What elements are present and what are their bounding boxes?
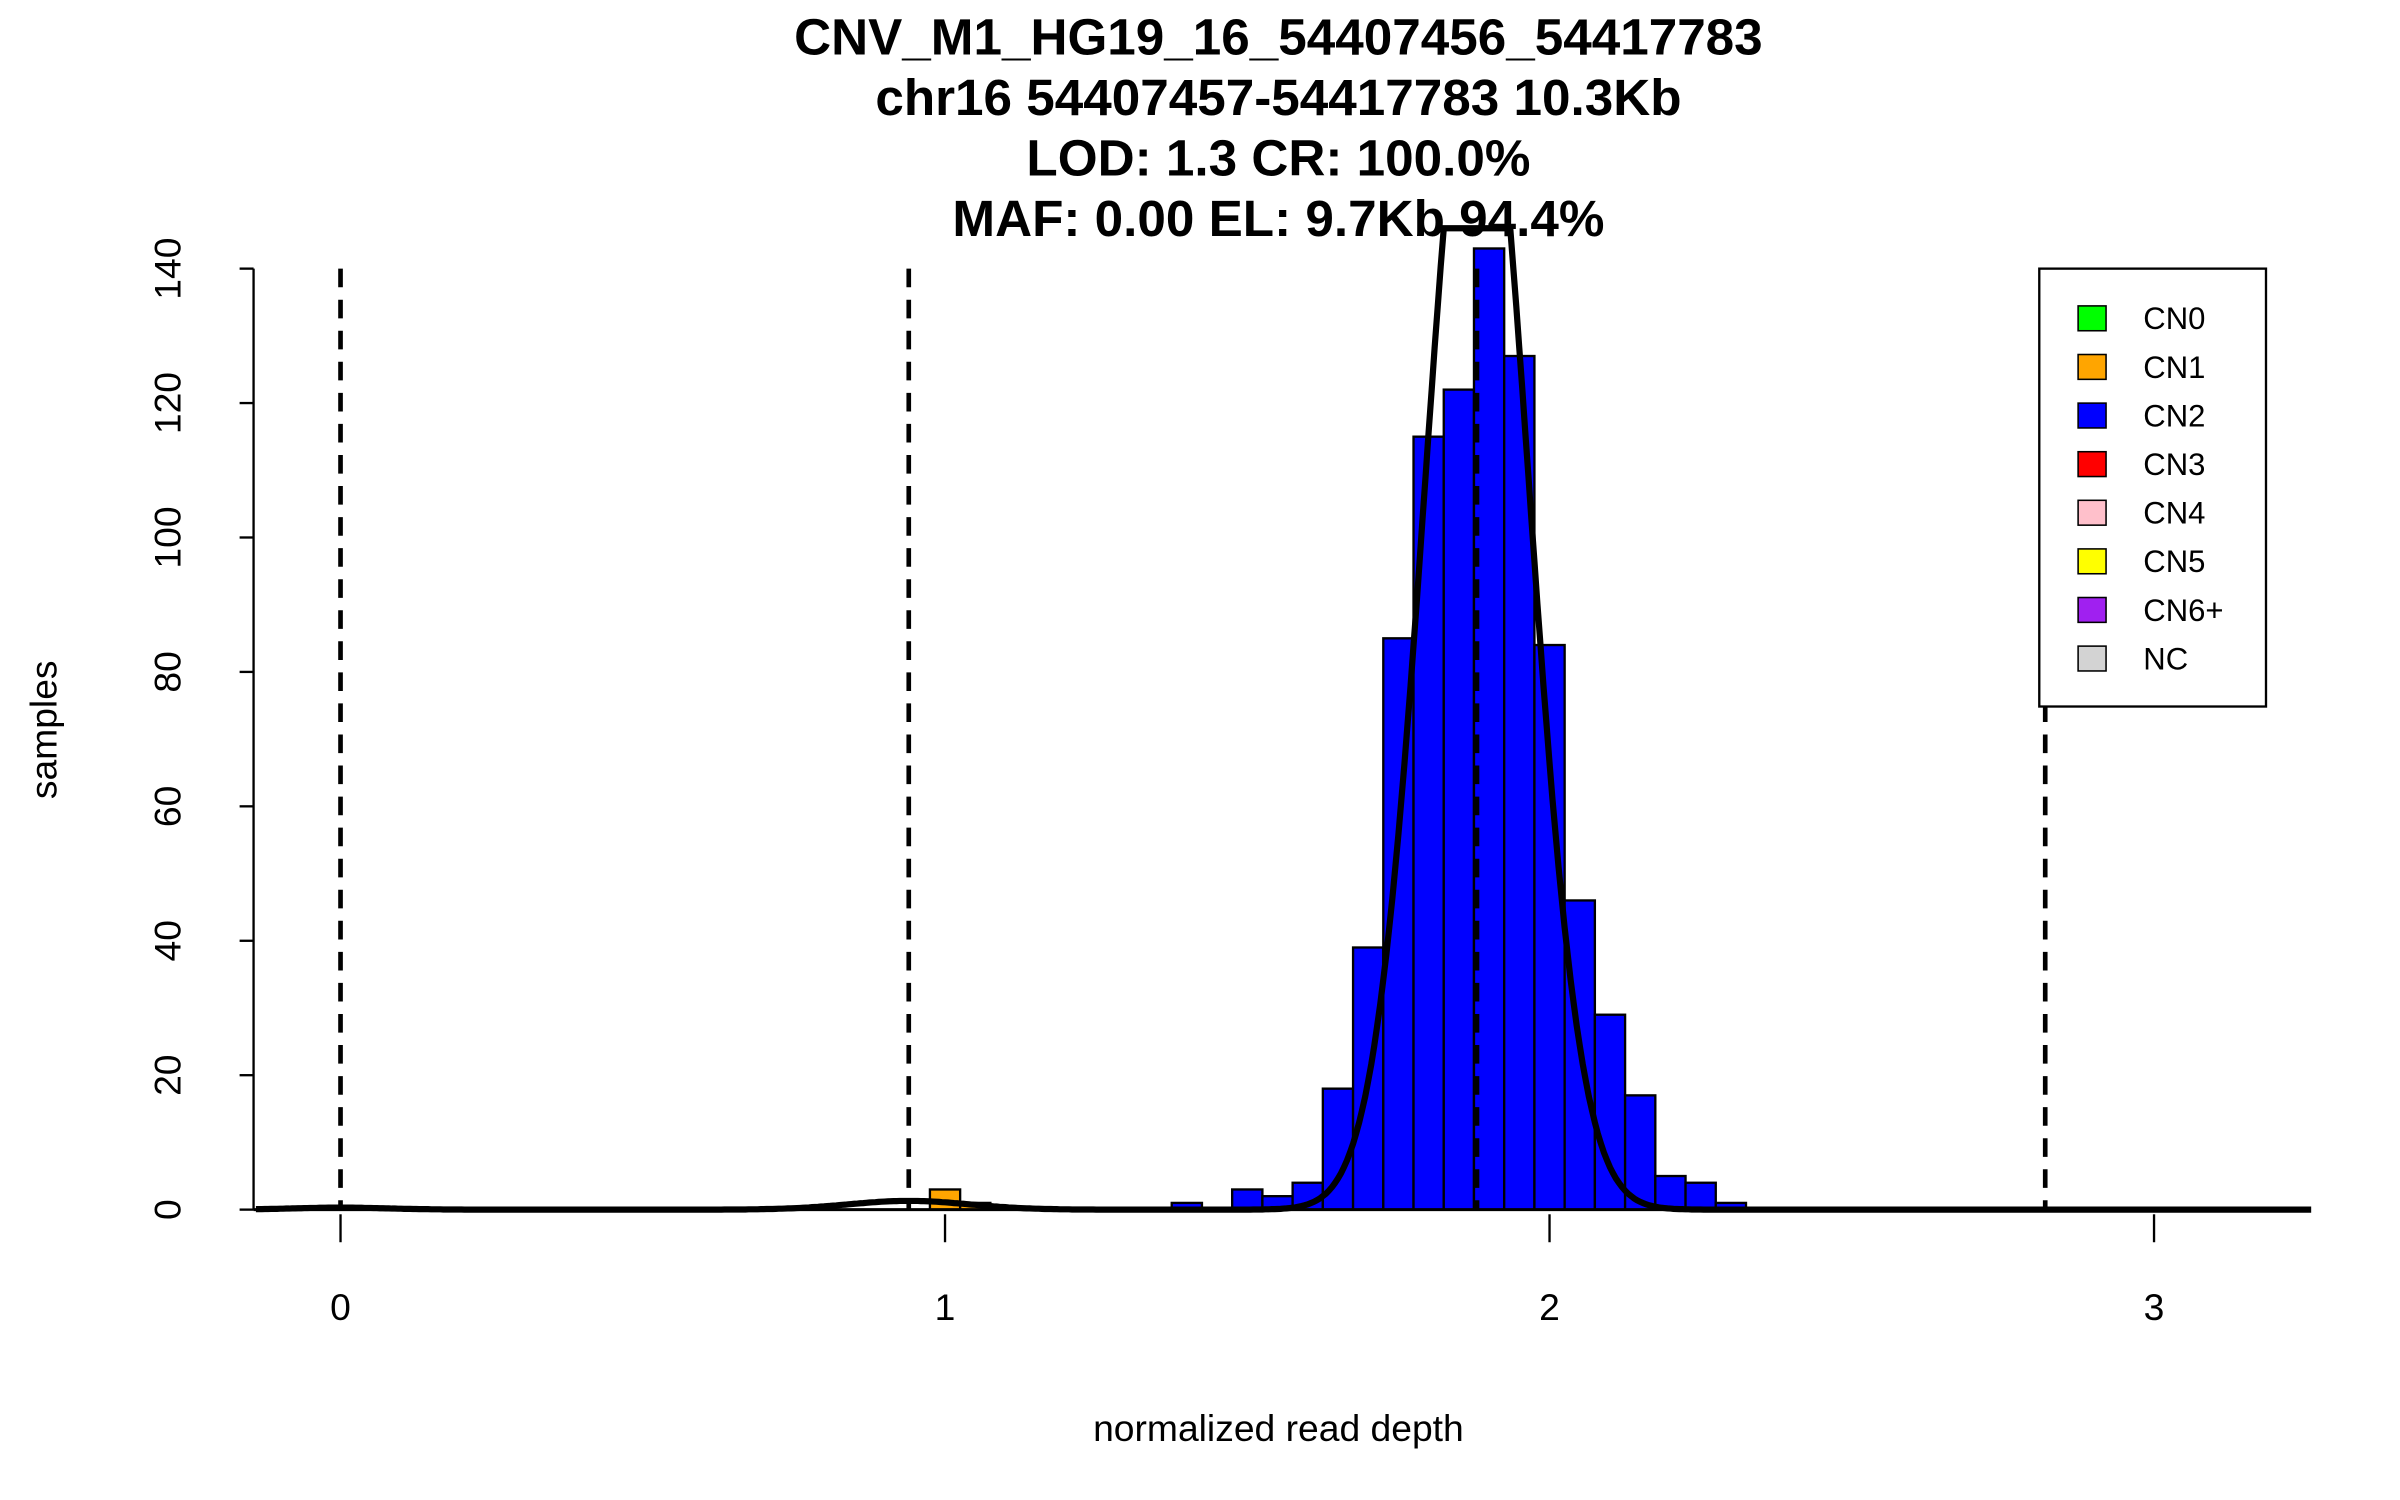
y-tick-label: 140 xyxy=(147,238,189,300)
title-line-2: chr16 54407457-54417783 10.3Kb xyxy=(875,69,1681,126)
bar-18 xyxy=(1684,1181,1717,1211)
legend-swatch-cn1 xyxy=(2077,353,2107,381)
x-tick-label: 3 xyxy=(2144,1286,2165,1328)
legend-box xyxy=(2038,267,2268,708)
chart-title: CNV_M1_HG19_16_54407456_54417783 chr16 5… xyxy=(794,8,1763,247)
legend-label: CN3 xyxy=(2143,447,2205,482)
y-tick-label: 0 xyxy=(147,1199,189,1220)
bar-10 xyxy=(1442,388,1476,1211)
legend-label: CN5 xyxy=(2143,544,2205,579)
y-tick-label: 100 xyxy=(147,506,189,568)
bar-11 xyxy=(1472,247,1506,1211)
legend-swatch-nc xyxy=(2077,645,2107,672)
fit-curve xyxy=(255,225,2312,1213)
x-axis-label: normalized read depth xyxy=(1093,1407,1464,1449)
legend-swatch-cn6plus xyxy=(2077,596,2107,624)
legend-swatch-cn3 xyxy=(2077,450,2107,478)
y-tick-label: 40 xyxy=(147,920,189,961)
legend-label: CN4 xyxy=(2143,496,2205,531)
x-tick-label: 0 xyxy=(330,1286,351,1328)
y-tick-label: 120 xyxy=(147,372,189,434)
histogram-bars xyxy=(928,247,1748,1211)
legend-swatch-cn5 xyxy=(2077,548,2107,575)
legend: CN0 CN1 CN2 CN3 CN4 CN5 CN6+ NC xyxy=(2038,267,2268,708)
x-axis: 0 1 2 3 xyxy=(330,1214,2164,1328)
cn-threshold-lines xyxy=(338,268,2048,1210)
y-axis: 0 20 40 60 80 100 120 140 xyxy=(147,238,255,1220)
legend-label: CN2 xyxy=(2143,398,2205,433)
y-tick-label: 20 xyxy=(147,1054,189,1095)
y-axis-label: samples xyxy=(22,660,64,799)
legend-label: CN0 xyxy=(2143,301,2205,336)
title-line-4: MAF: 0.00 EL: 9.7Kb 94.4% xyxy=(952,190,1604,247)
y-tick-label: 80 xyxy=(147,651,189,692)
legend-label: NC xyxy=(2143,641,2188,676)
title-line-1: CNV_M1_HG19_16_54407456_54417783 xyxy=(794,8,1763,65)
legend-swatch-cn4 xyxy=(2077,499,2107,526)
legend-swatch-cn2 xyxy=(2077,402,2107,429)
x-tick-label: 1 xyxy=(935,1286,956,1328)
y-tick-label: 60 xyxy=(147,786,189,827)
x-tick-label: 2 xyxy=(1539,1286,1560,1328)
legend-swatch-cn0 xyxy=(2077,305,2107,332)
title-line-3: LOD: 1.3 CR: 100.0% xyxy=(1026,129,1530,186)
legend-label: CN1 xyxy=(2143,350,2205,385)
legend-label: CN6+ xyxy=(2143,593,2223,628)
